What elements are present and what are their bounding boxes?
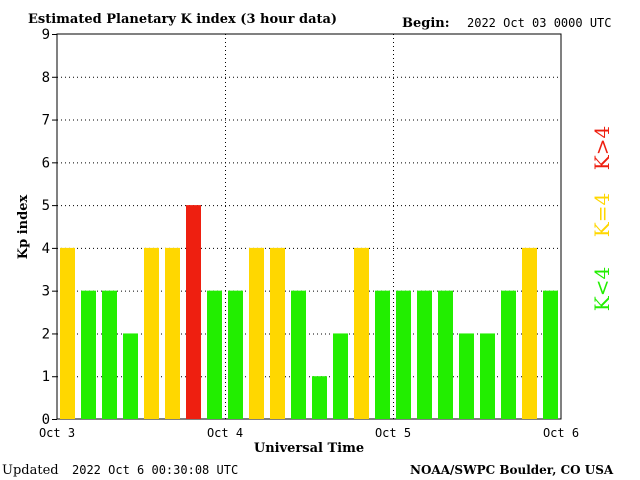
- legend-green: K<4: [590, 267, 614, 311]
- bars-group: [60, 205, 558, 419]
- y-tick-label: 0: [42, 412, 50, 428]
- x-tick-label: Oct 3: [39, 426, 75, 440]
- x-tick-label: Oct 4: [207, 426, 243, 440]
- kp-bar: [102, 290, 117, 419]
- y-tick-label: 9: [42, 27, 50, 43]
- kp-bar: [186, 205, 201, 419]
- begin-value: 2022 Oct 03 0000 UTC: [467, 16, 612, 30]
- kp-bar: [375, 290, 390, 419]
- updated-value: 2022 Oct 6 00:30:08 UTC: [72, 463, 238, 477]
- y-tick-label: 4: [42, 241, 50, 257]
- source-credit: NOAA/SWPC Boulder, CO USA: [410, 463, 614, 477]
- y-tick-label: 1: [42, 369, 50, 385]
- kp-bar: [249, 247, 264, 419]
- y-axis-title: Kp index: [16, 195, 31, 260]
- x-tick-label: Oct 6: [543, 426, 579, 440]
- kp-bar: [333, 333, 348, 419]
- grid-lines: [57, 34, 561, 419]
- kp-bar: [81, 290, 96, 419]
- y-tick-label: 7: [42, 113, 50, 129]
- kp-bar: [123, 333, 138, 419]
- kp-bar: [438, 290, 453, 419]
- y-axis-ticks: 0 1 2 3 4 5 6 7 8 9: [42, 27, 57, 428]
- y-tick-label: 5: [42, 198, 50, 214]
- kp-bar: [165, 247, 180, 419]
- kp-bar: [501, 290, 516, 419]
- x-axis-title: Universal Time: [254, 441, 364, 456]
- legend-red: K>4: [590, 126, 614, 170]
- legend-yellow: K=4: [590, 193, 614, 237]
- kp-bar: [543, 290, 558, 419]
- kp-bar: [207, 290, 222, 419]
- x-axis-ticks: Oct 3 Oct 4 Oct 5 Oct 6: [39, 426, 579, 440]
- kp-bar: [291, 290, 306, 419]
- y-tick-label: 2: [42, 326, 50, 342]
- begin-label: Begin:: [402, 16, 450, 31]
- kp-bar: [60, 247, 75, 419]
- y-tick-label: 6: [42, 155, 50, 171]
- kp-bar: [459, 333, 474, 419]
- kp-bar: [417, 290, 432, 419]
- kp-bar: [480, 333, 495, 419]
- chart-title: Estimated Planetary K index (3 hour data…: [28, 12, 337, 27]
- kp-bar: [354, 247, 369, 419]
- kp-bar: [396, 290, 411, 419]
- kp-bar: [312, 376, 327, 419]
- kp-bar: [144, 247, 159, 419]
- y-tick-label: 3: [42, 284, 50, 300]
- x-tick-label: Oct 5: [375, 426, 411, 440]
- y-tick-label: 8: [42, 70, 50, 86]
- updated-label: Updated: [2, 463, 59, 478]
- plot-frame: [56, 33, 562, 420]
- kp-bar: [228, 290, 243, 419]
- kp-bar: [522, 247, 537, 419]
- kp-bar: [270, 247, 285, 419]
